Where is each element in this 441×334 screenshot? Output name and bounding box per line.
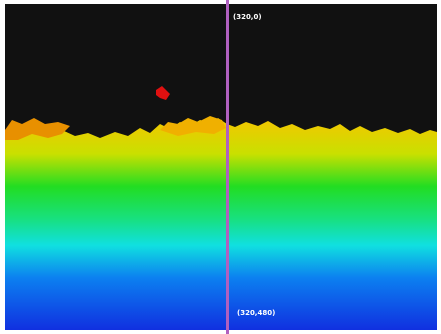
bottom-label: (320,480) bbox=[237, 309, 275, 317]
scan-line bbox=[226, 0, 229, 334]
top-label: (320,0) bbox=[233, 13, 262, 21]
depth-view: (320,0) (320,480) bbox=[0, 0, 441, 334]
far-region bbox=[5, 4, 437, 138]
